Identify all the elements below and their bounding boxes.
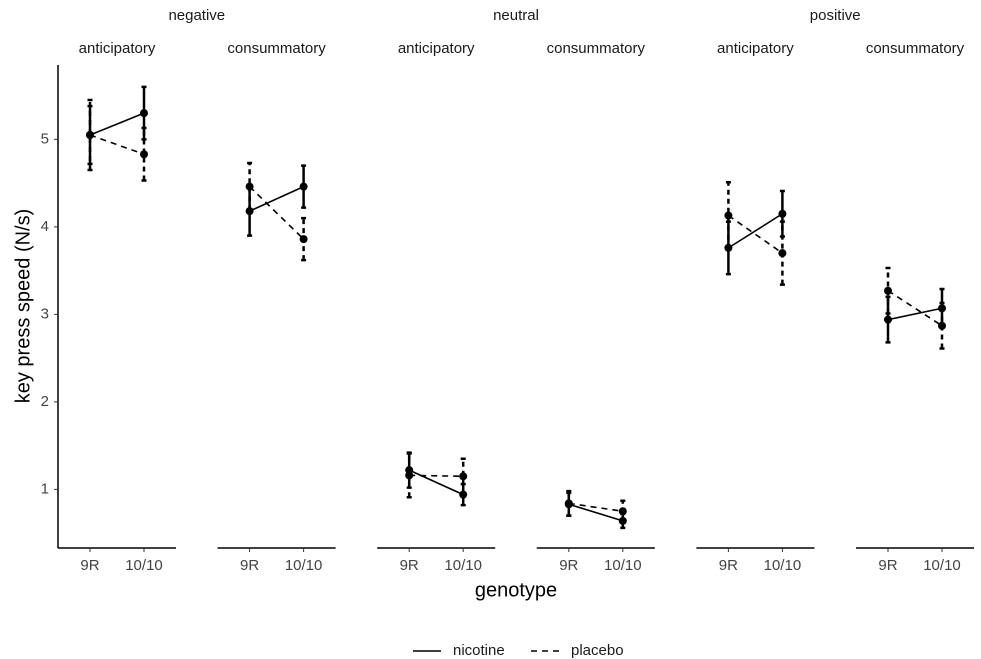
series-line (727, 214, 783, 254)
x-tick-label: 9R (559, 557, 578, 574)
y-axis-title: key press speed (N/s) (12, 209, 34, 404)
panel-label: anticipatory (79, 40, 156, 57)
x-tick-label: 9R (80, 557, 99, 574)
x-tick-label: 10/10 (764, 557, 802, 574)
x-tick-label: 9R (400, 557, 419, 574)
group-label: negative (168, 7, 225, 24)
x-tick-label: 10/10 (125, 557, 163, 574)
series-line (89, 112, 145, 136)
series-line (409, 474, 464, 478)
point (459, 472, 468, 481)
y-tick-label: 3 (41, 305, 49, 322)
y-tick-label: 1 (41, 480, 49, 497)
y-tick-label: 2 (41, 393, 49, 410)
point (299, 235, 308, 244)
point (778, 249, 787, 258)
series-line (568, 503, 624, 522)
point (778, 209, 787, 218)
panel-label: consummatory (866, 40, 965, 57)
point (938, 321, 946, 330)
x-tick-label: 9R (240, 557, 259, 574)
point (245, 182, 254, 191)
point (884, 286, 892, 295)
point (884, 315, 892, 324)
x-axis-title: genotype (475, 579, 557, 601)
x-tick-label: 9R (878, 557, 897, 574)
group-label: positive (810, 7, 861, 24)
x-tick-label: 10/10 (444, 557, 482, 574)
panel-label: anticipatory (717, 40, 794, 57)
y-tick-label: 4 (41, 218, 49, 235)
series-line (249, 186, 305, 240)
series-line (408, 469, 464, 496)
series-line (89, 134, 145, 156)
y-tick-label: 5 (41, 130, 49, 147)
x-tick-label: 10/10 (604, 557, 642, 574)
x-tick-label: 10/10 (923, 557, 961, 574)
x-tick-label: 10/10 (285, 557, 323, 574)
panel-label: anticipatory (398, 40, 475, 57)
point (299, 182, 308, 191)
series-line (727, 213, 783, 249)
point (405, 471, 414, 480)
point (564, 499, 573, 508)
point (724, 211, 733, 220)
series-line (568, 502, 623, 513)
series-line (249, 185, 304, 212)
legend-label: nicotine (453, 642, 505, 659)
series-line (887, 290, 943, 327)
point (140, 109, 148, 118)
panel-label: consummatory (547, 40, 646, 57)
point (618, 507, 627, 516)
series-line (887, 307, 943, 321)
x-tick-label: 9R (719, 557, 738, 574)
group-label: neutral (493, 7, 539, 24)
point (140, 150, 148, 159)
panel-label: consummatory (227, 40, 326, 57)
point (86, 131, 94, 139)
legend-label: placebo (571, 642, 624, 659)
